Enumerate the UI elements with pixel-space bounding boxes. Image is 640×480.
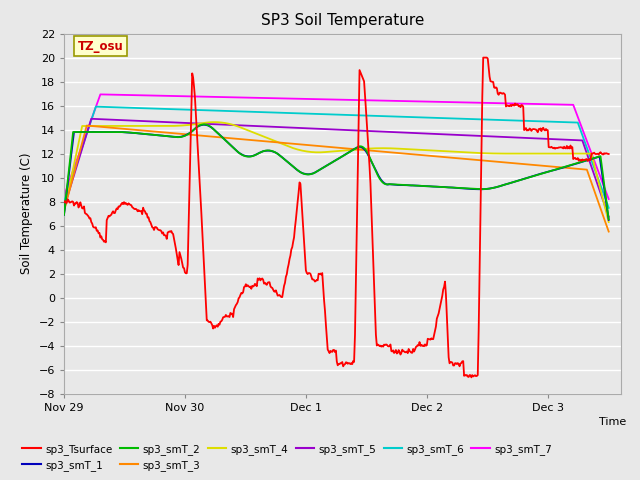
Y-axis label: Soil Temperature (C): Soil Temperature (C) (20, 153, 33, 275)
Text: Time: Time (599, 417, 627, 427)
Text: TZ_osu: TZ_osu (78, 40, 124, 53)
Legend: sp3_Tsurface, sp3_smT_1, sp3_smT_2, sp3_smT_3, sp3_smT_4, sp3_smT_5, sp3_smT_6, : sp3_Tsurface, sp3_smT_1, sp3_smT_2, sp3_… (18, 439, 556, 475)
Title: SP3 Soil Temperature: SP3 Soil Temperature (260, 13, 424, 28)
